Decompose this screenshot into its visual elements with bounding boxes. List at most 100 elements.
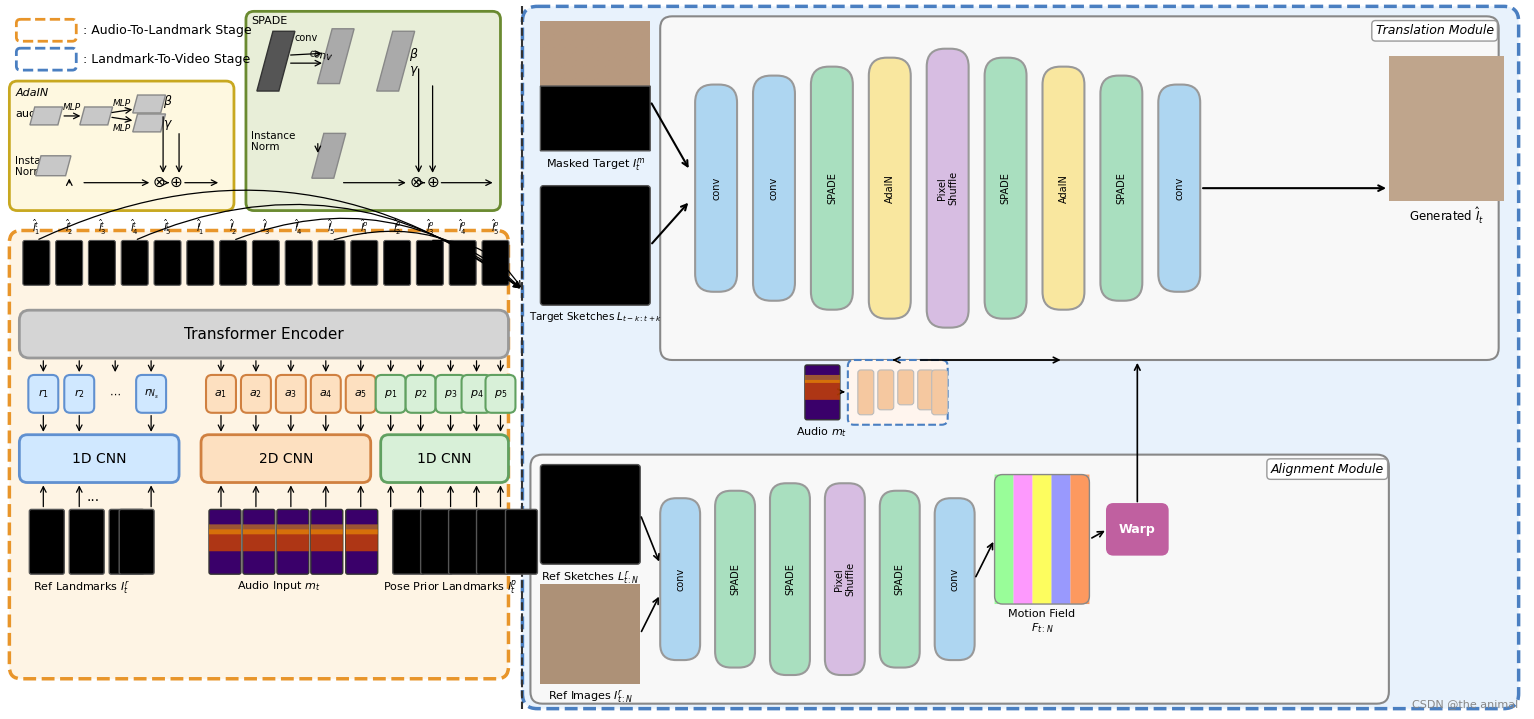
Text: Pixel
Shuffle: Pixel Shuffle xyxy=(937,171,959,205)
Text: SPADE: SPADE xyxy=(1000,173,1011,204)
FancyBboxPatch shape xyxy=(29,510,64,574)
Text: MLP: MLP xyxy=(114,99,132,108)
Text: $\hat{l}^t_3$: $\hat{l}^t_3$ xyxy=(98,219,106,237)
FancyBboxPatch shape xyxy=(462,375,491,413)
FancyBboxPatch shape xyxy=(20,310,508,358)
FancyBboxPatch shape xyxy=(540,86,650,151)
FancyBboxPatch shape xyxy=(351,240,377,285)
Text: $a_2$: $a_2$ xyxy=(250,388,262,400)
Text: $\hat{l}^p_1$: $\hat{l}^p_1$ xyxy=(360,219,368,237)
FancyBboxPatch shape xyxy=(482,240,509,285)
FancyBboxPatch shape xyxy=(994,475,1014,604)
FancyBboxPatch shape xyxy=(897,370,914,405)
Text: $p_3$: $p_3$ xyxy=(443,388,457,400)
FancyBboxPatch shape xyxy=(436,375,465,413)
Text: Alignment Module: Alignment Module xyxy=(1270,462,1384,475)
Text: conv: conv xyxy=(308,49,333,63)
Text: Ref Landmarks $I^r_t$: Ref Landmarks $I^r_t$ xyxy=(32,579,130,595)
Text: $\beta$: $\beta$ xyxy=(408,46,419,63)
Text: : Landmark-To-Video Stage: : Landmark-To-Video Stage xyxy=(83,52,250,65)
Text: SPADE: SPADE xyxy=(1117,173,1126,204)
FancyBboxPatch shape xyxy=(917,370,934,410)
FancyBboxPatch shape xyxy=(448,510,480,574)
FancyBboxPatch shape xyxy=(877,370,894,410)
FancyBboxPatch shape xyxy=(64,375,94,413)
FancyBboxPatch shape xyxy=(449,240,476,285)
Text: $r_2$: $r_2$ xyxy=(74,388,84,400)
Text: AdaIN: AdaIN xyxy=(885,174,894,203)
Text: $a_1$: $a_1$ xyxy=(215,388,227,400)
Text: $a_4$: $a_4$ xyxy=(319,388,333,400)
Text: $\otimes$: $\otimes$ xyxy=(410,175,422,191)
FancyBboxPatch shape xyxy=(201,435,371,482)
Text: $\hat{l}^j_4$: $\hat{l}^j_4$ xyxy=(295,219,304,237)
FancyBboxPatch shape xyxy=(137,375,166,413)
FancyBboxPatch shape xyxy=(380,435,508,482)
Polygon shape xyxy=(377,31,414,91)
Polygon shape xyxy=(31,107,63,125)
Text: $p_1$: $p_1$ xyxy=(384,388,397,400)
FancyBboxPatch shape xyxy=(311,524,342,534)
Text: Audio $m_t$: Audio $m_t$ xyxy=(796,425,848,439)
Text: $\hat{l}^p_2$: $\hat{l}^p_2$ xyxy=(393,219,402,237)
FancyBboxPatch shape xyxy=(384,240,411,285)
FancyBboxPatch shape xyxy=(28,375,58,413)
Text: SPADE: SPADE xyxy=(827,173,838,204)
Text: $\oplus$: $\oplus$ xyxy=(426,175,439,191)
FancyBboxPatch shape xyxy=(848,360,948,425)
FancyBboxPatch shape xyxy=(278,524,308,534)
Text: Translation Module: Translation Module xyxy=(1376,24,1494,37)
FancyBboxPatch shape xyxy=(345,510,377,574)
FancyBboxPatch shape xyxy=(1032,475,1051,604)
FancyBboxPatch shape xyxy=(858,370,874,415)
Text: audio: audio xyxy=(15,109,46,119)
Polygon shape xyxy=(80,107,112,125)
FancyBboxPatch shape xyxy=(20,435,179,482)
Polygon shape xyxy=(133,114,166,132)
FancyBboxPatch shape xyxy=(1158,85,1200,292)
FancyBboxPatch shape xyxy=(69,510,104,574)
Polygon shape xyxy=(318,29,354,83)
FancyBboxPatch shape xyxy=(121,240,149,285)
Text: Transformer Encoder: Transformer Encoder xyxy=(184,326,344,342)
Text: Target Sketches $L_{t-k:t+k}$: Target Sketches $L_{t-k:t+k}$ xyxy=(529,310,661,324)
Text: $\hat{l}^t_5$: $\hat{l}^t_5$ xyxy=(163,219,172,237)
Polygon shape xyxy=(256,31,295,91)
Text: $a_3$: $a_3$ xyxy=(284,388,298,400)
FancyBboxPatch shape xyxy=(278,510,308,574)
FancyBboxPatch shape xyxy=(311,375,341,413)
Text: conv: conv xyxy=(675,567,686,591)
FancyBboxPatch shape xyxy=(881,491,920,667)
FancyBboxPatch shape xyxy=(811,67,853,310)
Text: conv: conv xyxy=(712,177,721,200)
FancyBboxPatch shape xyxy=(540,464,640,564)
FancyBboxPatch shape xyxy=(1043,67,1085,310)
Text: $\hat{l}^j_2$: $\hat{l}^j_2$ xyxy=(229,219,238,237)
Text: 1D CNN: 1D CNN xyxy=(72,452,126,466)
FancyBboxPatch shape xyxy=(242,524,275,534)
FancyBboxPatch shape xyxy=(376,375,405,413)
Text: $\hat{l}^j_3$: $\hat{l}^j_3$ xyxy=(262,219,270,237)
FancyBboxPatch shape xyxy=(1100,75,1143,301)
FancyBboxPatch shape xyxy=(345,529,377,551)
FancyBboxPatch shape xyxy=(206,375,236,413)
Text: $\gamma$: $\gamma$ xyxy=(163,118,173,132)
FancyBboxPatch shape xyxy=(805,380,841,400)
FancyBboxPatch shape xyxy=(318,240,345,285)
Text: Motion Field
$F_{t:N}$: Motion Field $F_{t:N}$ xyxy=(1008,609,1075,635)
FancyBboxPatch shape xyxy=(285,240,313,285)
FancyBboxPatch shape xyxy=(753,75,795,301)
Text: SPADE: SPADE xyxy=(894,563,905,595)
Text: $r_1$: $r_1$ xyxy=(38,388,49,400)
Text: Masked Target $I^m_t$: Masked Target $I^m_t$ xyxy=(546,156,644,173)
FancyBboxPatch shape xyxy=(109,510,144,574)
FancyBboxPatch shape xyxy=(660,498,700,660)
FancyBboxPatch shape xyxy=(276,375,305,413)
Text: Ref Images $I^r_{t:N}$: Ref Images $I^r_{t:N}$ xyxy=(548,689,634,705)
Text: $\hat{l}^p_4$: $\hat{l}^p_4$ xyxy=(459,219,466,237)
Text: 1D CNN: 1D CNN xyxy=(417,452,472,466)
FancyBboxPatch shape xyxy=(311,529,342,551)
FancyBboxPatch shape xyxy=(393,510,425,574)
Text: 2D CNN: 2D CNN xyxy=(259,452,313,466)
FancyBboxPatch shape xyxy=(253,240,279,285)
